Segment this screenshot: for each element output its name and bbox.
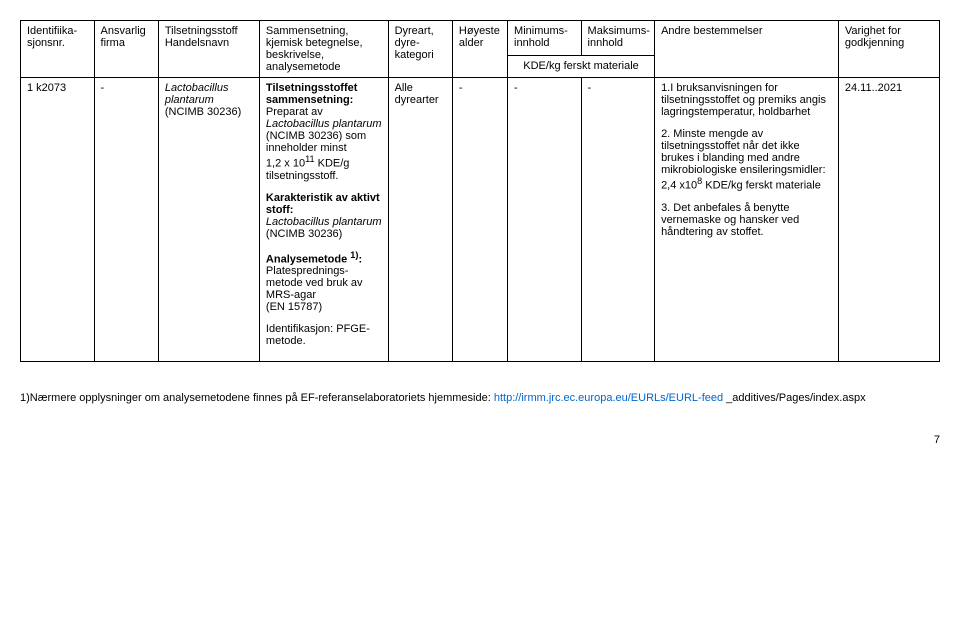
sammen-p1c: (NCIMB 30236) som inneholder minst — [266, 130, 366, 154]
header-varighet: Varighet for godkjenning — [838, 21, 939, 78]
sammen-p2b: (NCIMB 30236) — [266, 228, 342, 240]
header-sammen: Sammensetning, kjemisk betegnelse, beskr… — [259, 21, 388, 78]
sammen-h3c: : — [358, 253, 362, 265]
additive-table: Identifiika-sjonsnr. Ansvarlig firma Til… — [20, 20, 940, 362]
header-row: Identifiika-sjonsnr. Ansvarlig firma Til… — [21, 21, 940, 56]
header-firma: Ansvarlig firma — [94, 21, 158, 78]
cell-max: - — [581, 78, 655, 362]
header-max: Maksimums-innhold — [581, 21, 655, 56]
header-min: Minimums-innhold — [508, 21, 582, 56]
stoff-code: (NCIMB 30236) — [165, 106, 241, 118]
footer-note: 1)Nærmere opplysninger om analysemetoden… — [20, 392, 940, 404]
andre-1: 1.I bruksanvisningen for tilsetningsstof… — [661, 82, 832, 118]
footer-text1: 1)Nærmere opplysninger om analysemetoden… — [20, 392, 494, 404]
sammen-h3a: Analysemetode — [266, 253, 350, 265]
sammen-h2: Karakteristik av aktivt stoff: — [266, 192, 380, 216]
stoff-name: Lactobacillus plantarum — [165, 82, 229, 106]
data-row: 1 k2073 - Lactobacillus plantarum (NCIMB… — [21, 78, 940, 362]
cell-sammen: Tilsetningsstoffet sammensetning: Prepar… — [259, 78, 388, 362]
sammen-p3: Platesprednings-metode ved bruk av MRS-a… — [266, 265, 363, 301]
sammen-p2a: Lactobacillus plantarum — [266, 216, 382, 228]
header-id: Identifiika-sjonsnr. — [21, 21, 95, 78]
header-stoff: Tilsetningsstoff Handelsnavn — [158, 21, 259, 78]
cell-alder: - — [452, 78, 507, 362]
footer-text2: _additives/Pages/index.aspx — [723, 392, 865, 404]
sammen-p1e: 11 — [305, 154, 315, 164]
sammen-p1d: 1,2 x 10 — [266, 158, 305, 170]
header-andre: Andre bestemmelser — [655, 21, 839, 78]
cell-dyreart: Alle dyrearter — [388, 78, 452, 362]
footer-link[interactable]: http://irmm.jrc.ec.europa.eu/EURLs/EURL-… — [494, 392, 723, 404]
header-sub: KDE/kg ferskt materiale — [508, 55, 655, 77]
cell-min: - — [508, 78, 582, 362]
sammen-p1b: Lactobacillus plantarum — [266, 118, 382, 130]
sammen-p4: Identifikasjon: PFGE-metode. — [266, 323, 370, 347]
cell-stoff: Lactobacillus plantarum (NCIMB 30236) — [158, 78, 259, 362]
page-number: 7 — [20, 434, 940, 446]
sammen-p1a: Preparat av — [266, 106, 323, 118]
cell-andre: 1.I bruksanvisningen for tilsetningsstof… — [655, 78, 839, 362]
header-dyreart: Dyreart, dyre-kategori — [388, 21, 452, 78]
sammen-h1: Tilsetningsstoffet sammensetning: — [266, 82, 357, 106]
sammen-p3b: (EN 15787) — [266, 301, 322, 313]
cell-varighet: 24.11..2021 — [838, 78, 939, 362]
cell-id: 1 k2073 — [21, 78, 95, 362]
cell-firma: - — [94, 78, 158, 362]
header-alder: Høyeste alder — [452, 21, 507, 78]
andre-2c: KDE/kg ferskt materiale — [702, 180, 821, 192]
andre-3: 3. Det anbefales å benytte vernemaske og… — [661, 202, 832, 238]
